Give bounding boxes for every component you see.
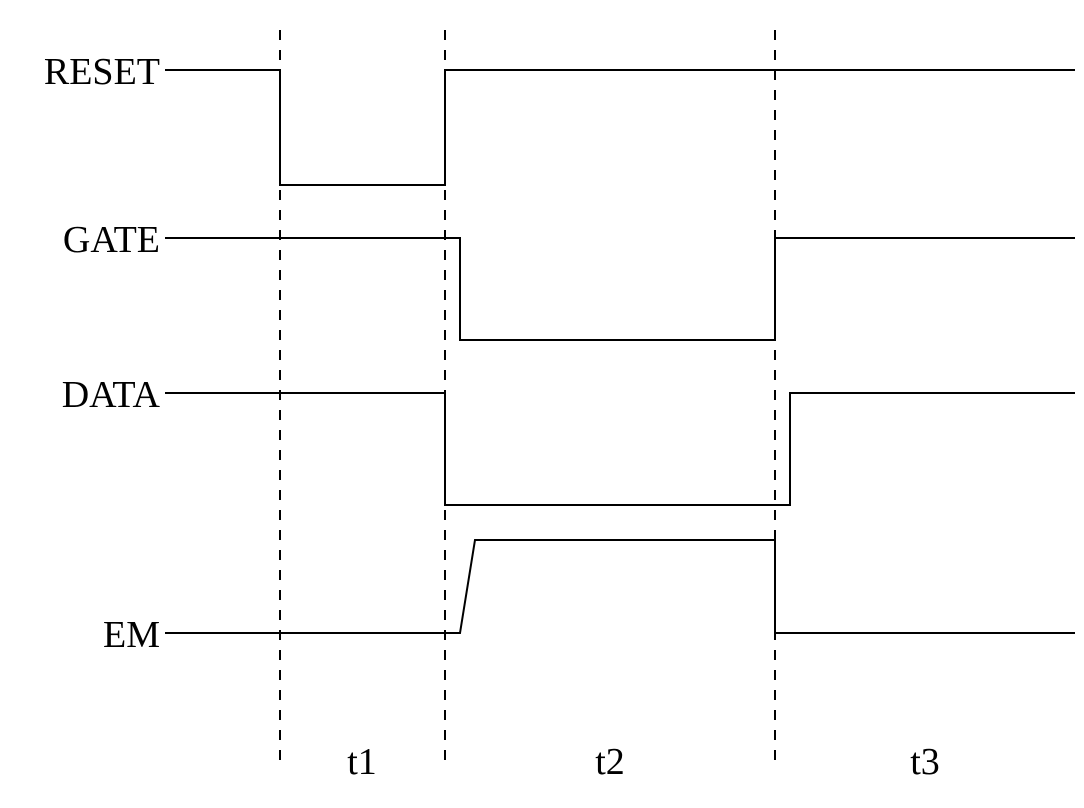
signal-label-gate: GATE bbox=[10, 218, 160, 262]
phase-label-t3: t3 bbox=[895, 740, 955, 784]
signal-waveform-reset bbox=[165, 70, 1075, 185]
timing-diagram-svg bbox=[0, 0, 1084, 803]
signal-waveform-gate bbox=[165, 238, 1075, 340]
signal-label-reset: RESET bbox=[10, 50, 160, 94]
phase-label-t2: t2 bbox=[580, 740, 640, 784]
signal-label-em: EM bbox=[10, 613, 160, 657]
signal-label-data: DATA bbox=[10, 373, 160, 417]
timing-diagram bbox=[0, 0, 1084, 803]
signal-waveform-em bbox=[165, 540, 1075, 633]
phase-label-t1: t1 bbox=[332, 740, 392, 784]
signal-waveform-data bbox=[165, 393, 1075, 505]
